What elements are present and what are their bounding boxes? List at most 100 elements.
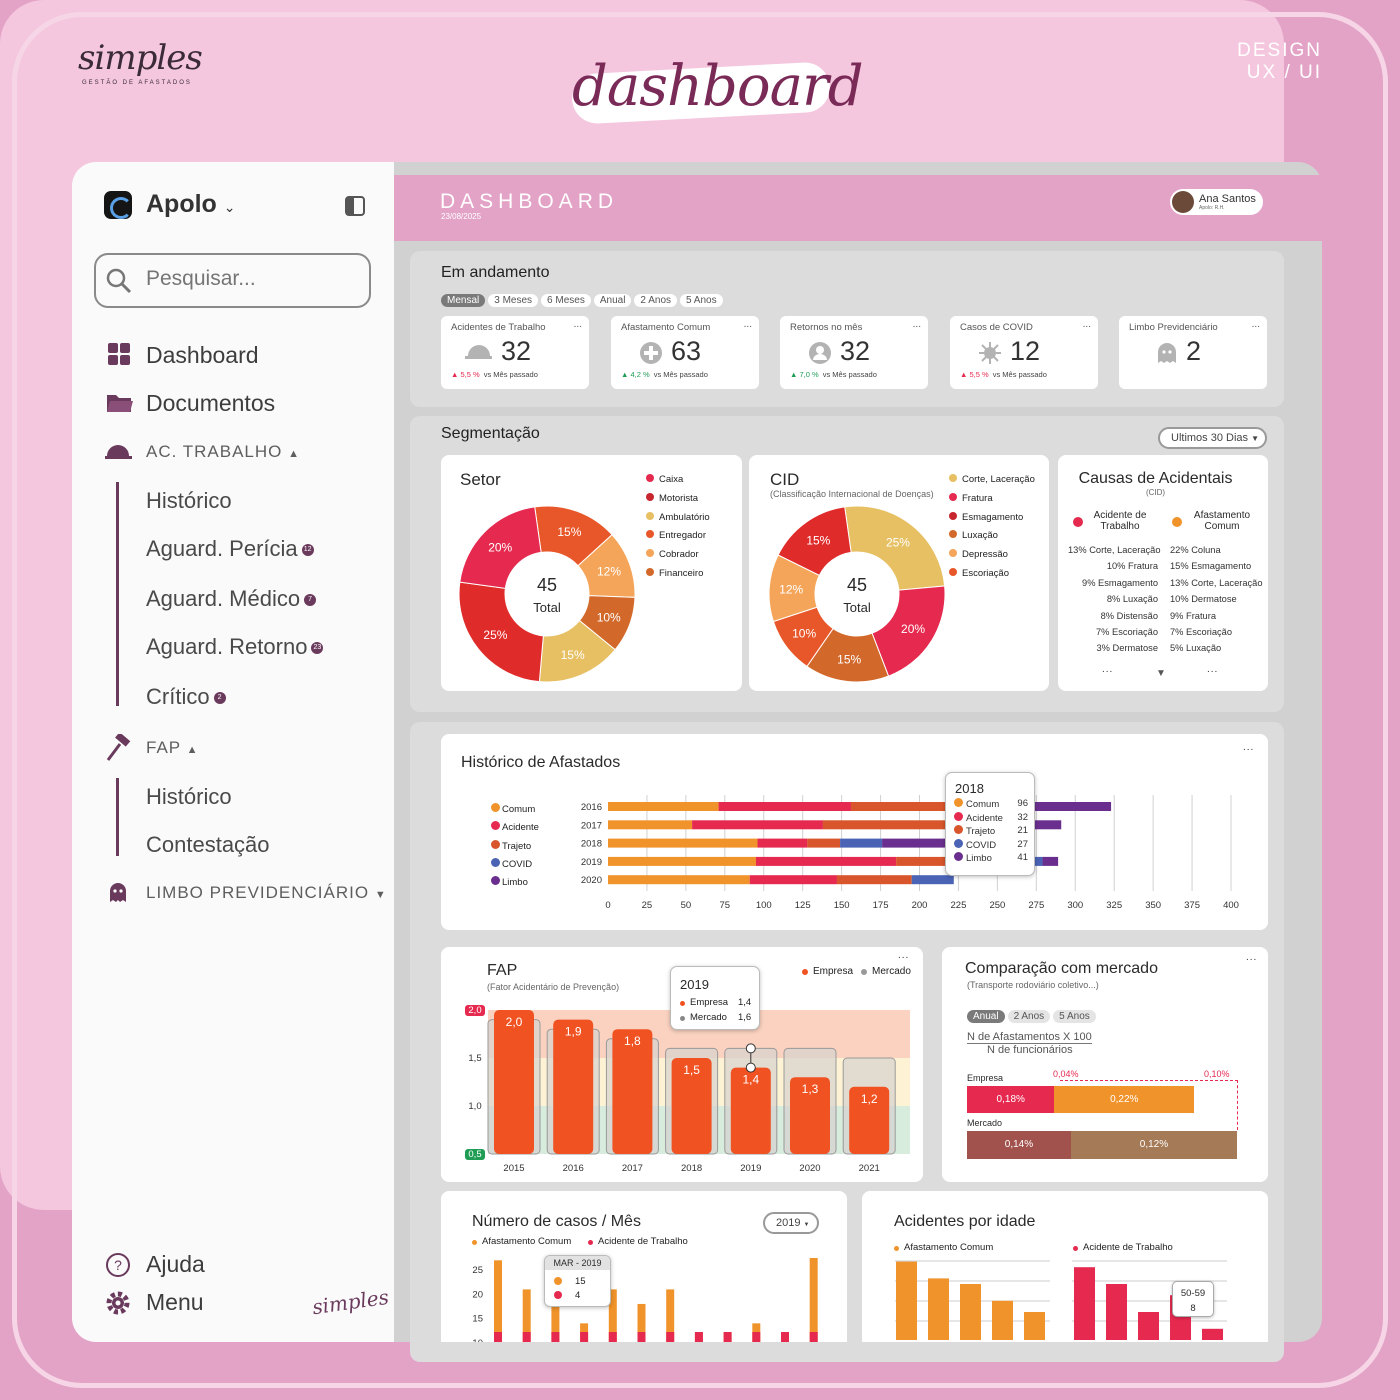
ac-item-0[interactable]: Histórico (146, 488, 232, 514)
search-icon (106, 268, 132, 294)
formula-numerator: N de Afastamentos X 100 (967, 1031, 1092, 1044)
legend-dot (491, 839, 500, 849)
legend-label: COVID (502, 858, 533, 870)
ac-tree-line (116, 482, 119, 706)
user-icon (809, 342, 831, 364)
org-switcher[interactable]: Apolo ⌄ (146, 190, 236, 219)
kpi-delta-value: 5,5 % (460, 370, 480, 379)
legend-dot (949, 568, 957, 576)
kpi-more-menu[interactable]: ... (1251, 319, 1260, 330)
legend-label: Mercado (872, 966, 911, 977)
kpi-more-menu[interactable]: ... (743, 319, 752, 330)
period-2-anos[interactable]: 2 Anos (1007, 1010, 1051, 1023)
ghost-icon (1158, 343, 1176, 363)
period-mensal[interactable]: Mensal (441, 294, 486, 307)
dashboard-icon (108, 343, 130, 365)
collapse-sidebar-icon[interactable] (345, 196, 365, 216)
causas-col2-title: Afastamento Comum (1193, 510, 1251, 532)
x-tick-label: 2019 (740, 1163, 761, 1174)
nav-documentos[interactable]: Documentos (146, 390, 276, 416)
bar-segment (882, 838, 946, 848)
kpi-more-menu[interactable]: ... (573, 319, 582, 330)
bar-comum (522, 1289, 531, 1342)
bar-comum (608, 1289, 617, 1342)
empresa-bar-a: 0,18% (967, 1086, 1055, 1113)
period-anual[interactable]: Anual (593, 294, 632, 307)
ac-item-4[interactable]: Crítico 2 (146, 684, 226, 710)
nav-ac-trabalho[interactable]: AC. TRABALHO ▲ (146, 442, 300, 462)
kpi-delta: ▲ 5,5 % vs Mês passado (451, 370, 538, 379)
idade-title: Acidentes por idade (894, 1213, 1036, 1230)
bar-comum (551, 1299, 560, 1342)
search-box[interactable] (94, 253, 371, 308)
nav-fap[interactable]: FAP ▲ (146, 738, 198, 758)
y-tick-label: 2018 (581, 839, 602, 850)
chevron-down-icon: ⌄ (223, 199, 236, 215)
setor-donut-chart: 15% 12% 10% 15% 25% 20% (458, 505, 636, 683)
casos-bar-chart: 10 15 20 25 (472, 1258, 818, 1342)
bar-value-label: 1,9 (565, 1025, 582, 1039)
design-tag-line1: DESIGN (1237, 40, 1322, 61)
empresa-bar (790, 1077, 830, 1154)
year-dropdown[interactable]: 2019 ▼ (763, 1212, 819, 1234)
tooltip-label: Comum (966, 799, 1000, 810)
x-tick-label: 100 (756, 900, 772, 911)
period-5-anos[interactable]: 5 Anos (1053, 1010, 1096, 1023)
menu-link[interactable]: Menu (146, 1289, 204, 1315)
period-2-anos[interactable]: 2 Anos (634, 294, 678, 307)
avatar (1172, 191, 1194, 213)
bar-comum (960, 1284, 981, 1340)
period-6-meses[interactable]: 6 Meses (541, 294, 591, 307)
x-tick-label: 2015 (503, 1163, 524, 1174)
period-3-meses[interactable]: 3 Meses (488, 294, 539, 307)
legend-dot (949, 549, 957, 558)
search-input[interactable] (146, 267, 356, 291)
ac-item-2[interactable]: Aguard. Médico 7 (146, 586, 317, 612)
range-label: Ultimos 30 Dias (1171, 432, 1249, 444)
bar-segment (749, 875, 837, 885)
causa-item-acidente: 8% Luxação (1106, 594, 1158, 605)
legend-item: Entregador (646, 530, 706, 541)
empresa-bar (849, 1086, 890, 1154)
ac-item-1[interactable]: Aguard. Perícia 12 (146, 536, 314, 562)
ac-item-3[interactable]: Aguard. Retorno 23 (146, 634, 324, 660)
legend-dot (646, 549, 654, 558)
fap-subtitle: (Fator Acidentário de Prevenção) (487, 982, 620, 992)
bar-label: 0,12% (1139, 1139, 1169, 1150)
range-dropdown[interactable]: Ultimos 30 Dias ▼ (1158, 427, 1267, 449)
fap-item-contestacao[interactable]: Contestação (146, 832, 270, 857)
y-tick-label: 2017 (581, 820, 602, 831)
kpi-more-menu[interactable]: ... (1082, 319, 1091, 330)
comparacao-more-menu[interactable]: ... (1246, 952, 1258, 963)
x-tick-label: 250 (989, 900, 1005, 911)
nav-dashboard[interactable]: Dashboard (146, 342, 259, 368)
legend-item: Limbo (491, 876, 528, 888)
comparacao-period-filter: Anual 2 Anos 5 Anos (967, 1006, 1099, 1024)
causa-item-comum: 15% Esmagamento (1170, 561, 1252, 572)
fap-more-menu[interactable]: ... (898, 950, 910, 961)
bar-acidente (752, 1332, 761, 1342)
y-tick-label: 2016 (581, 802, 602, 813)
tooltip-row-acidente: 4 (554, 1290, 580, 1301)
fap-item-historico[interactable]: Histórico (146, 784, 232, 809)
help-link[interactable]: Ajuda (146, 1251, 205, 1277)
kpi-label: Retornos no mês (790, 322, 863, 333)
ac-item-label: Aguard. Retorno (146, 634, 308, 659)
trend-up-icon: ▲ (790, 370, 800, 379)
expand-caret-icon[interactable]: ▼ (1156, 668, 1166, 679)
period-5-anos[interactable]: 5 Anos (680, 294, 723, 307)
period-anual[interactable]: Anual (967, 1010, 1005, 1023)
kpi-more-menu[interactable]: ... (912, 319, 921, 330)
tooltip-value: 21 (1017, 825, 1028, 837)
legend-dot (646, 474, 654, 482)
user-chip[interactable]: Ana Santos Apolo: R.H. (1170, 189, 1263, 215)
bar-acidente (522, 1332, 531, 1342)
ghost-icon (110, 883, 126, 902)
nav-limbo[interactable]: LIMBO PREVIDENCIÁRIO ▼ (146, 883, 387, 903)
tooltip-label: Empresa (690, 997, 729, 1008)
historico-more-menu[interactable]: ... (1243, 742, 1255, 753)
fap-bar-chart: 0,5 1,0 1,5 2,0 2,0 2015 1,9 2016 1,8 2017 1,5 2018… (465, 1005, 910, 1174)
donut-hole (815, 552, 899, 636)
empresa-point (745, 1062, 756, 1073)
svg-text:?: ? (114, 1257, 122, 1273)
